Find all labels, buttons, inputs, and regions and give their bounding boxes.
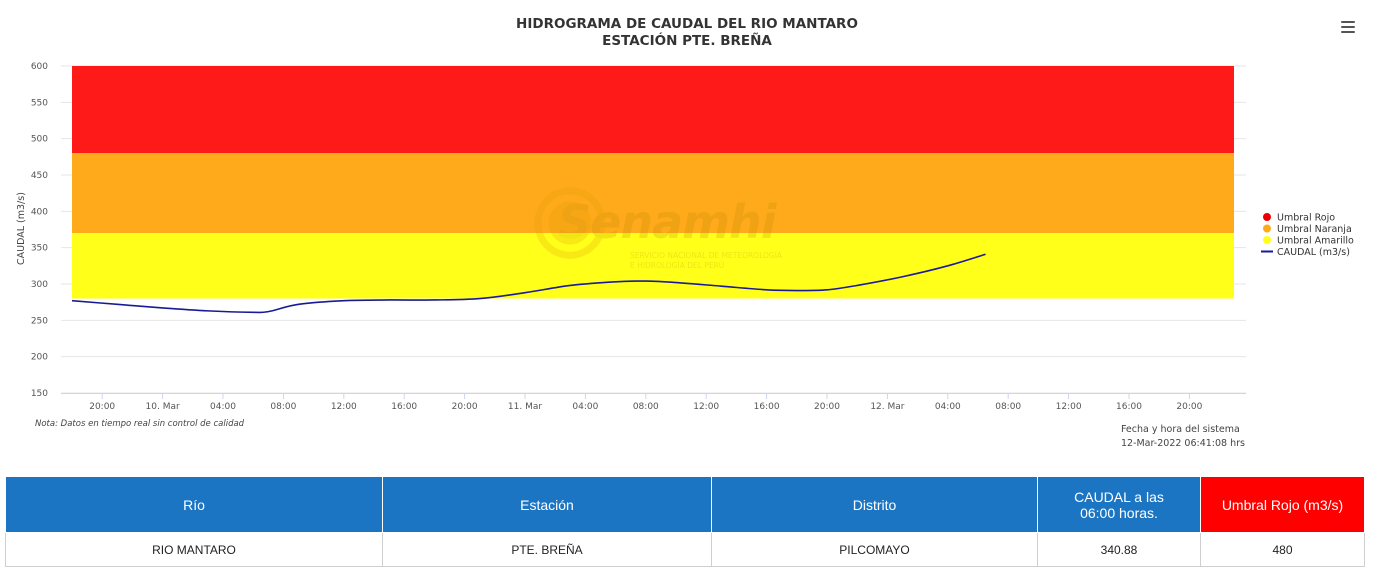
x-tick-label: 04:00	[210, 402, 236, 412]
x-tick-label: 12:00	[331, 402, 357, 412]
y-tick-label: 500	[31, 135, 48, 145]
series-lines	[71, 253, 986, 314]
y-tick-label: 200	[31, 353, 48, 363]
y-tick-label: 450	[31, 171, 48, 181]
x-tick-label: 20:00	[452, 402, 478, 412]
legend-item[interactable]: Umbral Rojo	[1263, 213, 1335, 224]
cell-distrito: PILCOMAYO	[711, 532, 1038, 567]
x-tick-label: 10. Mar	[146, 402, 180, 412]
header-umbral-rojo: Umbral Rojo (m3/s)	[1200, 476, 1365, 533]
x-tick-label: 16:00	[1116, 402, 1142, 412]
legend-label: Umbral Amarillo	[1277, 236, 1354, 247]
chart-subtitle: ESTACIÓN PTE. BREÑA	[602, 33, 772, 49]
threshold-band	[72, 153, 1234, 234]
x-tick-label: 20:00	[89, 402, 115, 412]
y-tick-label: 550	[31, 98, 48, 108]
x-tick-label: 20:00	[814, 402, 840, 412]
x-tick-label: 12:00	[693, 402, 719, 412]
x-tick-label: 08:00	[270, 402, 296, 412]
y-tick-label: 150	[31, 389, 48, 399]
y-tick-label: 350	[31, 244, 48, 254]
x-tick-label: 08:00	[995, 402, 1021, 412]
system-time-value: 12-Mar-2022 06:41:08 hrs	[1120, 438, 1245, 449]
hydrograph-chart: 150 200 250 300 350 400 450 500 550 600 20:00 10. …	[16, 16, 1355, 451]
header-estacion: Estación	[382, 476, 712, 533]
x-tick-label: 16:00	[391, 402, 417, 412]
legend-item[interactable]: Umbral Naranja	[1263, 224, 1352, 235]
series-line-caudal	[71, 253, 986, 314]
header-rio: Río	[5, 476, 383, 533]
legend-label: CAUDAL (m3/s)	[1277, 247, 1350, 258]
header-distrito: Distrito	[711, 476, 1038, 533]
y-tick-label: 250	[31, 316, 48, 326]
x-tick-label: 04:00	[935, 402, 961, 412]
legend-item[interactable]: Umbral Amarillo	[1263, 236, 1354, 247]
x-axis: 20:00 10. Mar 04:00 08:00 12:00 16:00 20:00 11.…	[61, 393, 1246, 412]
legend-label: Umbral Rojo	[1277, 213, 1335, 224]
cell-caudal: 340.88	[1037, 532, 1201, 567]
x-tick-label: 12. Mar	[870, 402, 904, 412]
cell-estacion: PTE. BREÑA	[382, 532, 712, 567]
y-tick-label: 400	[31, 207, 48, 217]
cell-rio: RIO MANTARO	[5, 532, 383, 567]
x-tick-label: 04:00	[572, 402, 598, 412]
data-quality-note: Nota: Datos en tiempo real sin control d…	[35, 419, 245, 429]
legend-item[interactable]: CAUDAL (m3/s)	[1261, 247, 1350, 258]
table-row: RIO MANTARO PTE. BREÑA PILCOMAYO 340.88 …	[5, 532, 1365, 567]
hydrograph-plot: 150 200 250 300 350 400 450 500 550 600 20:00 10. …	[16, 62, 1354, 412]
threshold-band	[72, 233, 1234, 299]
x-tick-label: 11. Mar	[508, 402, 542, 412]
x-tick-label: 20:00	[1176, 402, 1202, 412]
x-tick-label: 08:00	[633, 402, 659, 412]
threshold-band	[72, 66, 1234, 154]
y-axis: 150 200 250 300 350 400 450 500 550 600	[31, 62, 48, 399]
system-time: Fecha y hora del sistema 12-Mar-2022 06:…	[1121, 423, 1245, 451]
legend-marker	[1263, 213, 1271, 221]
y-axis-title: CAUDAL (m3/s)	[16, 192, 27, 265]
y-tick-label: 600	[31, 62, 48, 72]
x-tick-label: 12:00	[1056, 402, 1082, 412]
legend-marker	[1263, 224, 1271, 233]
y-tick-label: 300	[31, 280, 48, 290]
hamburger-menu-icon[interactable]	[1341, 21, 1355, 33]
x-tick-label: 16:00	[754, 402, 780, 412]
table-header-row: Río Estación Distrito CAUDAL a las 06:00…	[5, 476, 1365, 533]
system-time-label: Fecha y hora del sistema	[1120, 424, 1240, 435]
legend-marker	[1263, 236, 1271, 244]
threshold-bands	[72, 66, 1234, 299]
chart-title: HIDROGRAMA DE CAUDAL DEL RIO MANTARO	[516, 16, 858, 32]
legend-label: Umbral Naranja	[1277, 224, 1352, 235]
header-caudal: CAUDAL a las 06:00 horas.	[1037, 476, 1201, 533]
cell-umbral: 480	[1200, 532, 1365, 567]
station-info-table: Río Estación Distrito CAUDAL a las 06:00…	[5, 476, 1365, 567]
